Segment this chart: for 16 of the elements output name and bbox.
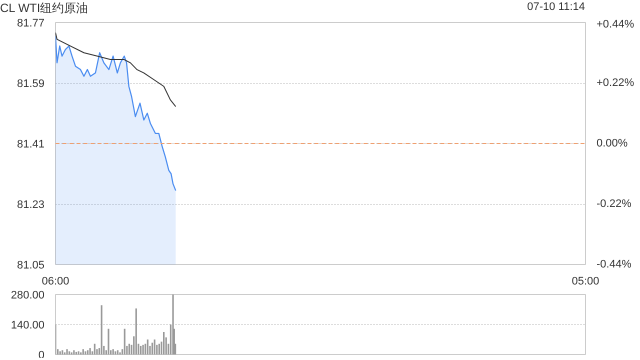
y-tick-label: 81.77 [16,18,45,30]
y2-tick-label: +0.44% [596,18,634,30]
y2-tick-label: 0.00% [596,138,628,150]
y-tick-label: 81.59 [16,78,45,90]
y2-tick-label: -0.44% [596,258,632,270]
y2-tick-label: -0.22% [596,198,632,210]
y-tick-label: 81.41 [16,138,45,150]
chart-title: CL WTI纽约原油 [0,0,88,17]
text: 07-10 11:14 [527,0,585,15]
x-tick-label: 05:00 [572,276,600,288]
y-tick-label: 280.00 [10,290,45,302]
y-tick-label: 81.05 [16,260,45,272]
x-tick-label: 06:00 [42,276,70,288]
y2-tick-label: +0.22% [596,77,634,89]
y-tick-label: 81.23 [16,199,45,211]
y-tick-label: 140.00 [10,320,45,332]
